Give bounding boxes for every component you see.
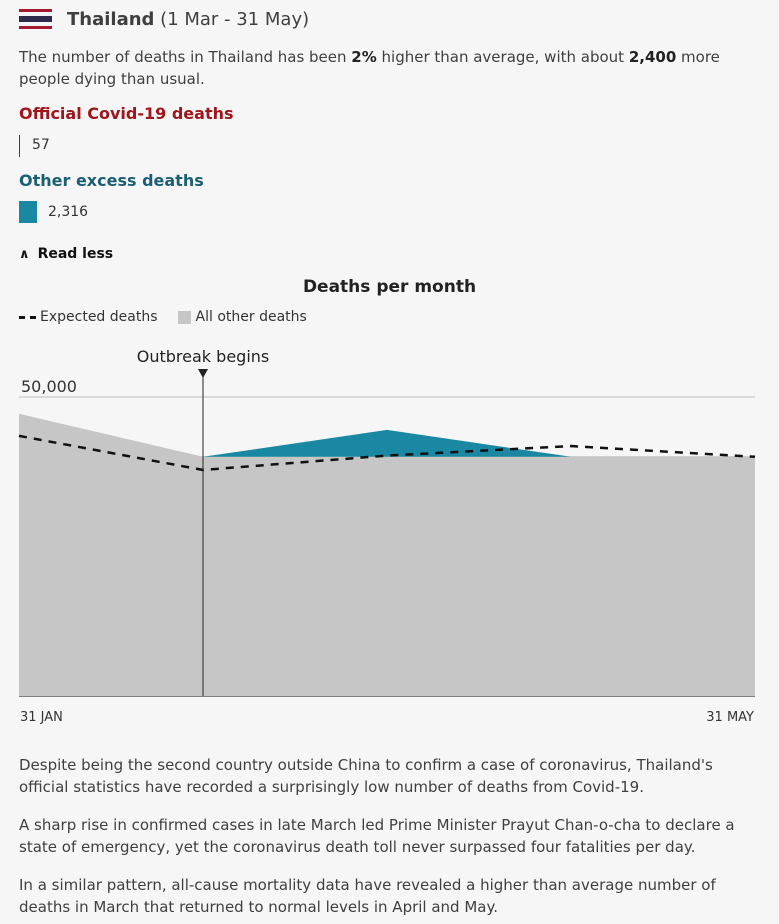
flag-stripe (19, 9, 52, 13)
chart-legend: Expected deaths All other deaths (19, 309, 307, 325)
covid-deaths-bar (19, 135, 20, 157)
flag-stripe (19, 18, 52, 23)
summary-text: The number of deaths in Thailand has bee… (19, 46, 764, 90)
outbreak-marker-icon (198, 369, 208, 378)
expected-deaths-legend-icon (19, 315, 36, 319)
y-tick-label: 50,000 (21, 377, 77, 396)
summary-suffix: more people dying than usual. (19, 48, 720, 88)
covid-deaths-value: 57 (32, 137, 50, 153)
body-paragraph: In a similar pattern, all-cause mortalit… (19, 876, 716, 916)
chevron-up-icon: ∧ (19, 246, 30, 262)
deaths-chart: Outbreak begins 50,000 31 JAN 31 MAY (18, 347, 756, 725)
read-less-label: Read less (37, 246, 114, 262)
body-paragraph: A sharp rise in confirmed cases in late … (19, 816, 735, 856)
x-tick-label: 31 JAN (20, 710, 63, 725)
outbreak-label: Outbreak begins (137, 347, 269, 366)
x-tick-label: 31 MAY (706, 710, 754, 725)
read-less-button[interactable]: ∧ Read less (19, 246, 113, 262)
other-excess-label: Other excess deaths (19, 171, 204, 190)
other-deaths-legend-swatch (177, 310, 191, 324)
legend-other-label: All other deaths (195, 309, 307, 325)
summary-prefix: The number of deaths in Thailand has bee… (19, 48, 352, 66)
flag-stripe (19, 12, 52, 16)
excess-deaths-area (19, 413, 755, 457)
flag-stripe (19, 25, 52, 29)
summary-excess: 2,400 (628, 48, 677, 66)
other-excess-bar (19, 201, 37, 223)
flag-stripe (19, 15, 52, 19)
body-paragraph: Despite being the second country outside… (19, 756, 713, 796)
page-title: Thailand (1 Mar - 31 May) (67, 9, 309, 30)
thailand-flag-icon (19, 9, 52, 29)
chart-title: Deaths per month (302, 277, 477, 297)
summary-middle: higher than average, with about (376, 48, 629, 66)
country-header: Thailand (1 Mar - 31 May) (19, 6, 309, 32)
expected-deaths-line (18, 434, 756, 472)
other-excess-value: 2,316 (48, 204, 89, 220)
covid-deaths-label: Official Covid-19 deaths (19, 104, 234, 123)
legend-expected-label: Expected deaths (40, 309, 158, 325)
flag-stripe (19, 22, 52, 26)
summary-percent: 2% (351, 48, 377, 66)
date-range: (1 Mar - 31 May) (160, 8, 310, 30)
country-name: Thailand (67, 8, 155, 30)
